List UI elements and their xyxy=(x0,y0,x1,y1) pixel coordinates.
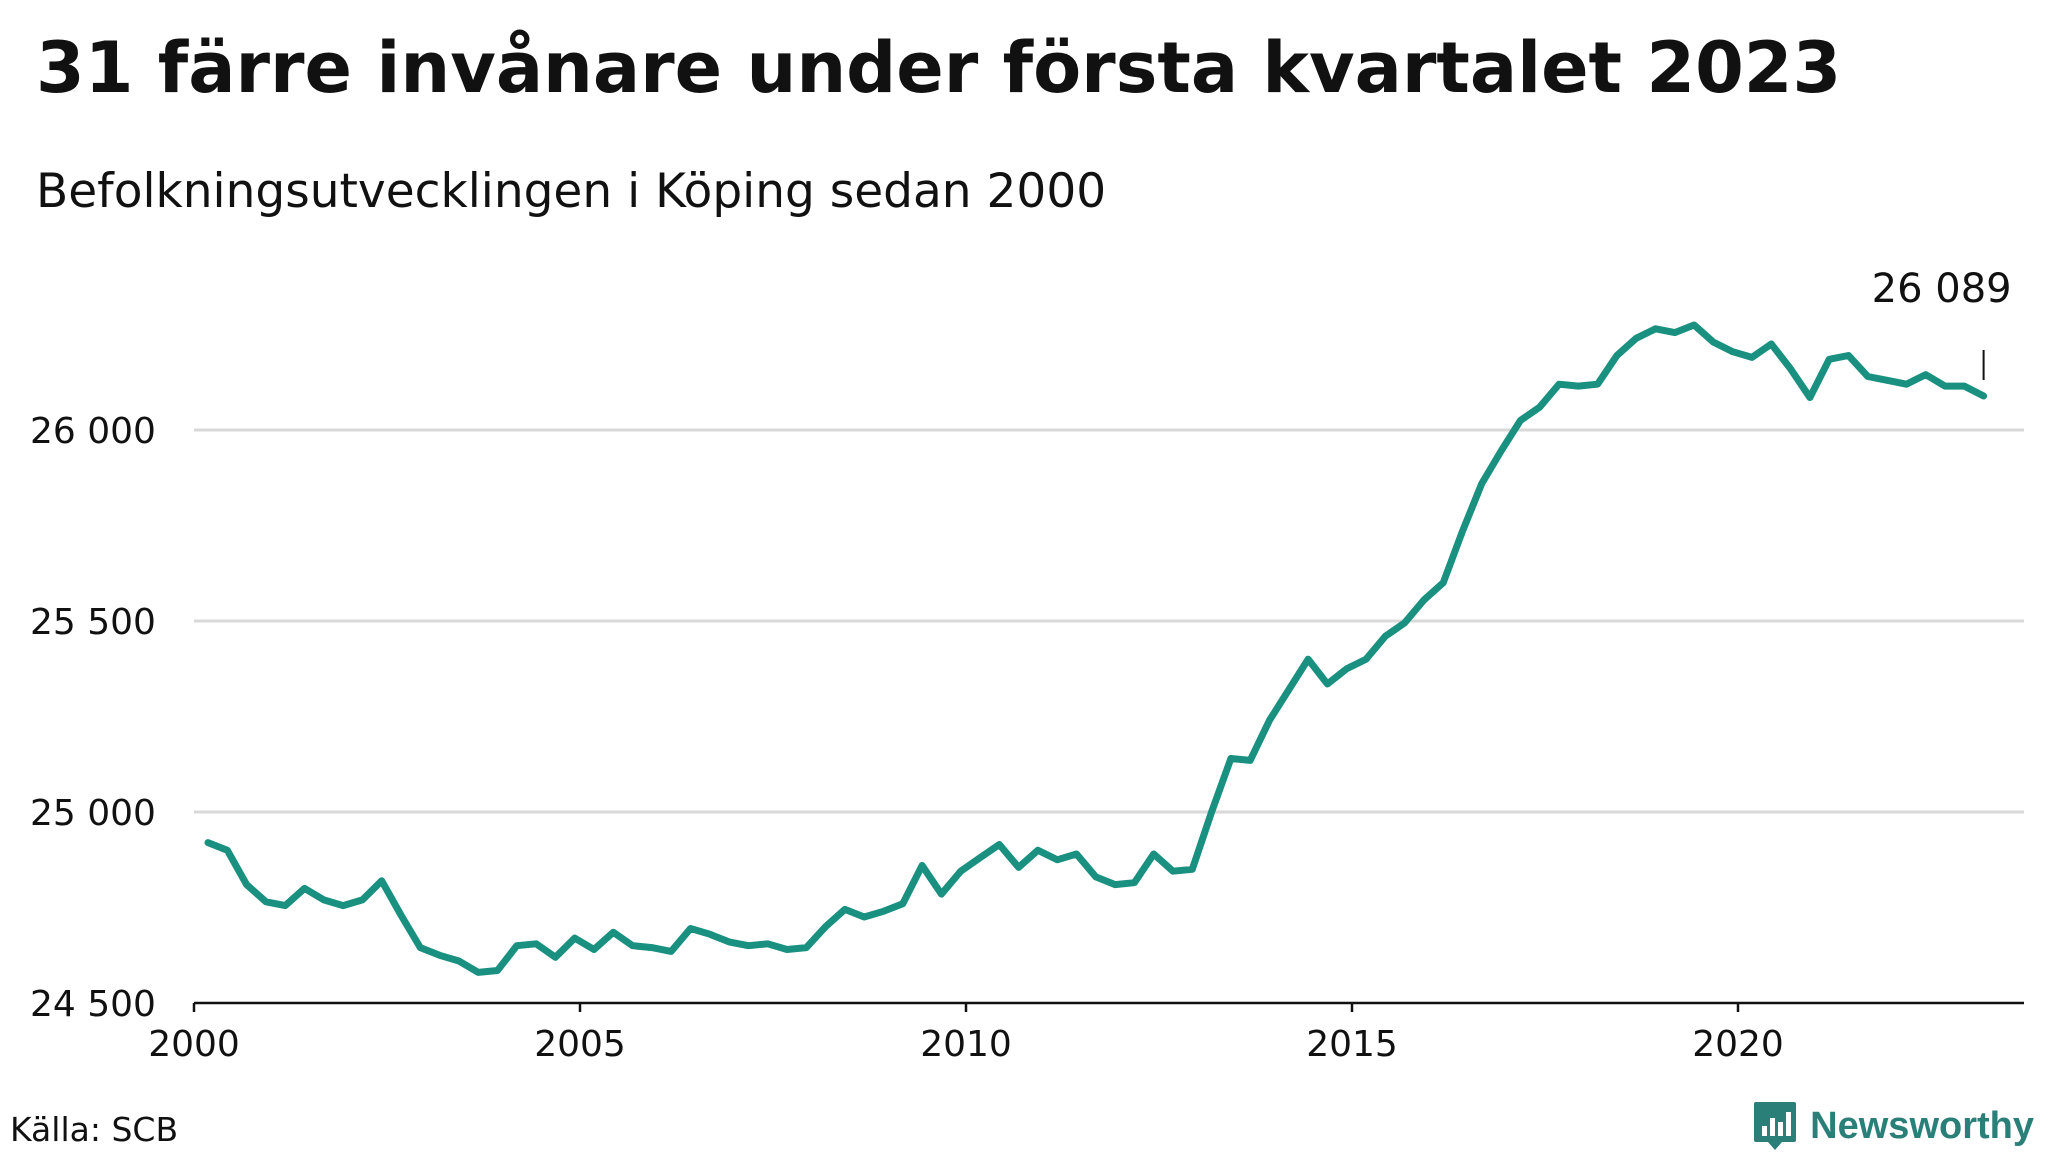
x-tick-label: 2020 xyxy=(1692,1024,1784,1065)
y-tick-label: 25 500 xyxy=(30,602,156,643)
newsworthy-logo-icon xyxy=(1754,1102,1797,1150)
population-line xyxy=(204,321,1988,976)
end-value-label: 26 089 xyxy=(1872,266,2012,312)
brand-logo: Newsworthy xyxy=(1752,1100,2034,1152)
y-tick-label: 24 500 xyxy=(30,984,156,1025)
source-note: Källa: SCB xyxy=(10,1110,179,1149)
chart-subtitle: Befolkningsutvecklingen i Köping sedan 2… xyxy=(36,164,1107,219)
line-chart: 24 500 25 000 25 500 26 000 2000 2005 2010 2015… xyxy=(30,266,2024,1065)
y-tick-label: 26 000 xyxy=(30,411,156,452)
chart-title: 31 färre invånare under första kvartalet… xyxy=(36,27,1842,109)
x-tick-label: 2015 xyxy=(1306,1024,1398,1065)
y-tick-label: 25 000 xyxy=(30,793,156,834)
brand-name: Newsworthy xyxy=(1810,1104,2034,1147)
x-tick-label: 2005 xyxy=(534,1024,626,1065)
x-tick-label: 2000 xyxy=(148,1024,240,1065)
x-tick-label: 2010 xyxy=(920,1024,1012,1065)
